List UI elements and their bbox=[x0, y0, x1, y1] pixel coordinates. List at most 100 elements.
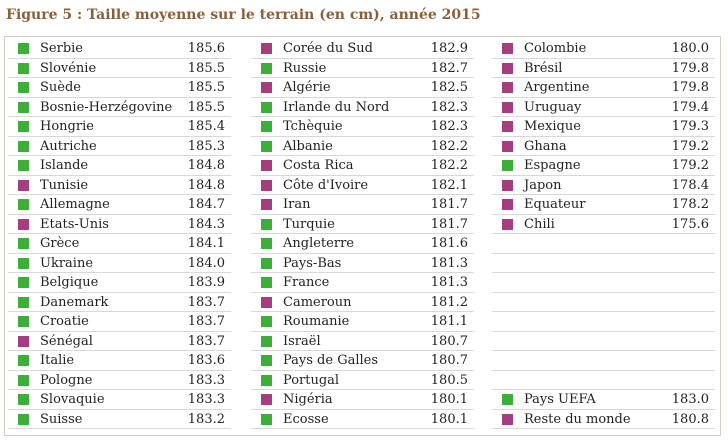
height-value: 181.2 bbox=[430, 294, 468, 310]
table-row: Sénégal 183.7 bbox=[8, 332, 231, 351]
height-value: 182.7 bbox=[430, 60, 468, 76]
table-row: Ghana 179.2 bbox=[492, 137, 715, 156]
height-value: 182.3 bbox=[430, 99, 468, 115]
country-label: Serbie bbox=[40, 41, 83, 56]
world-marker bbox=[502, 413, 513, 425]
uefa-marker bbox=[18, 238, 29, 249]
height-value: 175.6 bbox=[671, 216, 709, 232]
chart-title: Figure 5 : Taille moyenne sur le terrain… bbox=[6, 7, 481, 23]
country-label: Croatie bbox=[40, 314, 89, 329]
height-value: 180.8 bbox=[671, 411, 709, 427]
height-value: 181.7 bbox=[430, 216, 468, 232]
table-row: Pays UEFA 183.0 bbox=[492, 390, 715, 410]
table-frame: Serbie 185.6 Slovénie 185.5 Suède 185.5 Bosnie… bbox=[4, 36, 721, 436]
country-label: Allemagne bbox=[40, 197, 110, 212]
uefa-marker bbox=[18, 374, 29, 386]
country-label: Irlande du Nord bbox=[283, 99, 390, 115]
world-marker bbox=[502, 121, 513, 132]
country-label: Grèce bbox=[40, 236, 80, 251]
height-value: 185.4 bbox=[187, 119, 225, 134]
country-label: Ukraine bbox=[40, 255, 94, 271]
country-label: Espagne bbox=[524, 158, 581, 173]
table-row: Cameroun 181.2 bbox=[251, 293, 474, 312]
country-label: Slovénie bbox=[40, 60, 97, 76]
country-label: Pays UEFA bbox=[524, 392, 596, 407]
height-value: 181.6 bbox=[430, 236, 468, 251]
world-marker bbox=[502, 199, 513, 210]
table-row: Equateur 178.2 bbox=[492, 195, 715, 215]
table-row: Roumanie 181.1 bbox=[251, 312, 474, 332]
height-value: 182.5 bbox=[430, 80, 468, 95]
height-value: 179.4 bbox=[671, 99, 709, 115]
uefa-marker bbox=[261, 277, 272, 288]
world-marker bbox=[502, 62, 513, 74]
table-row: Corée du Sud 182.9 bbox=[251, 39, 474, 59]
country-label: Iran bbox=[283, 197, 311, 212]
country-label: Suisse bbox=[40, 411, 83, 427]
country-label: Turquie bbox=[283, 216, 335, 232]
country-label: Angleterre bbox=[283, 236, 354, 251]
uefa-marker bbox=[261, 101, 272, 113]
country-label: Autriche bbox=[40, 138, 97, 154]
height-value: 183.3 bbox=[187, 372, 225, 388]
table-row: Turquie 181.7 bbox=[251, 215, 474, 234]
table-row: Colombie 180.0 bbox=[492, 39, 715, 59]
uefa-marker bbox=[261, 238, 272, 249]
height-value: 184.1 bbox=[187, 236, 225, 251]
height-value: 183.7 bbox=[187, 314, 225, 329]
table-row: Etats-Unis 184.3 bbox=[8, 215, 231, 234]
country-label: Pays-Bas bbox=[283, 255, 342, 271]
country-label: Hongrie bbox=[40, 119, 94, 134]
height-value: 183.3 bbox=[187, 392, 225, 407]
country-label: Colombie bbox=[524, 41, 587, 56]
empty-row bbox=[492, 273, 715, 293]
country-label: Argentine bbox=[524, 80, 590, 95]
uefa-marker bbox=[502, 160, 513, 171]
table-row: Uruguay 179.4 bbox=[492, 98, 715, 117]
table-row: Suède 185.5 bbox=[8, 78, 231, 98]
height-value: 185.5 bbox=[187, 80, 225, 95]
world-marker bbox=[261, 43, 272, 54]
country-label: Costa Rica bbox=[283, 158, 354, 173]
height-value: 185.5 bbox=[187, 99, 225, 115]
height-value: 182.2 bbox=[430, 138, 468, 154]
height-value: 184.3 bbox=[187, 216, 225, 232]
empty-row bbox=[492, 312, 715, 332]
table-row: Serbie 185.6 bbox=[8, 39, 231, 59]
table-column-3: Colombie 180.0 Brésil 179.8 Argentine 179.8 Ur… bbox=[492, 39, 715, 429]
uefa-marker bbox=[18, 355, 29, 366]
country-label: Japon bbox=[524, 177, 562, 193]
uefa-marker bbox=[18, 62, 29, 74]
country-label: Islande bbox=[40, 158, 89, 173]
country-label: Russie bbox=[283, 60, 327, 76]
table-row: Grèce 184.1 bbox=[8, 234, 231, 254]
table-row: Slovaquie 183.3 bbox=[8, 390, 231, 410]
height-value: 180.1 bbox=[430, 392, 468, 407]
country-label: Italie bbox=[40, 353, 75, 368]
uefa-marker bbox=[18, 160, 29, 171]
height-value: 184.8 bbox=[187, 177, 225, 193]
table-row: Belgique 183.9 bbox=[8, 273, 231, 293]
country-label: Belgique bbox=[40, 275, 99, 290]
country-label: Portugal bbox=[283, 372, 340, 388]
world-marker bbox=[261, 199, 272, 210]
table-row: Nigéria 180.1 bbox=[251, 390, 474, 410]
country-label: Equateur bbox=[524, 197, 586, 212]
country-label: Ecosse bbox=[283, 411, 329, 427]
country-label: Algérie bbox=[283, 80, 331, 95]
world-marker bbox=[502, 82, 513, 93]
table-row: Portugal 180.5 bbox=[251, 371, 474, 390]
table-row: Japon 178.4 bbox=[492, 176, 715, 195]
uefa-marker bbox=[261, 121, 272, 132]
empty-row bbox=[492, 332, 715, 351]
table-row: Irlande du Nord 182.3 bbox=[251, 98, 474, 117]
country-label: France bbox=[283, 275, 330, 290]
height-value: 178.4 bbox=[671, 177, 709, 193]
table-row: Russie 182.7 bbox=[251, 59, 474, 78]
table-row: Danemark 183.7 bbox=[8, 293, 231, 312]
height-value: 179.2 bbox=[671, 158, 709, 173]
table-row: Argentine 179.8 bbox=[492, 78, 715, 98]
country-label: Bosnie-Herzégovine bbox=[40, 99, 173, 115]
country-label: Tchèquie bbox=[283, 119, 343, 134]
table-row: Mexique 179.3 bbox=[492, 117, 715, 137]
